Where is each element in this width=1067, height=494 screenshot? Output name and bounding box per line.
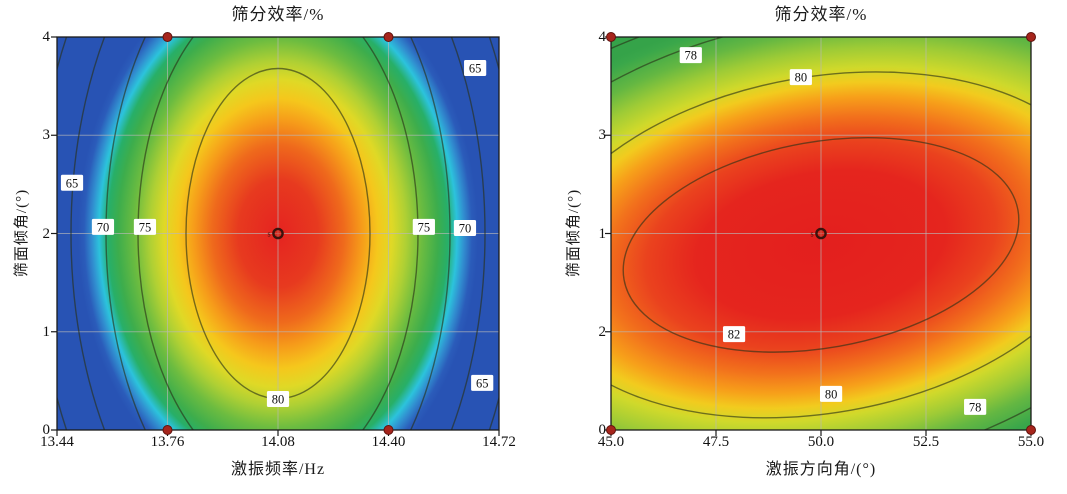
contour-label-chip [464,60,487,77]
contour-label-chip [133,218,157,235]
y-tick-label: 3 [42,127,51,144]
contour-line-65 [70,37,486,430]
x-tick-label: 14.72 [482,434,516,450]
contour-label-chip [722,326,746,343]
x-tick-label: 14.08 [261,434,295,450]
design-point-dot [162,425,173,435]
x-axis-title: 激振方向角/(°) [765,461,877,478]
page-title: 筛分效率/% [774,5,868,24]
contour-label: 75 [418,220,431,234]
contour-label-chip [819,385,843,402]
contour-label-chip [412,218,435,235]
x-tick-label: 13.76 [150,434,185,450]
contour-label-chip [964,398,987,415]
contour-label: 82 [728,328,741,342]
page-title: 筛分效率/% [231,5,325,24]
y-tick-label: 2 [42,225,51,242]
design-point-dot [606,32,616,42]
contour-label: 65 [476,376,489,390]
y-tick-label: 2 [598,323,607,340]
optimum-marker [272,227,284,240]
contour-label-chip [266,390,290,407]
design-point-dot [606,425,616,435]
y-tick-label: 3 [598,127,607,144]
y-tick-label: 4 [598,29,607,45]
design-point-dot [383,32,394,42]
x-tick-label: 14.40 [371,434,406,450]
contour-label: 78 [685,49,698,63]
design-point-dot [1026,425,1036,435]
contour-label: 80 [272,392,285,406]
contour-label: 78 [969,400,982,414]
contour-label: 70 [97,220,110,234]
y-tick-label: 1 [598,225,607,242]
optimum-marker [815,227,827,240]
contour-label: 75 [139,220,152,234]
y-tick-label: 4 [42,29,51,45]
contour-label: 80 [795,71,808,85]
x-axis-title: 激振频率/Hz [230,461,326,478]
y-tick-label: 0 [598,422,607,438]
x-tick-label: 47.5 [702,434,730,450]
contour-label-chip [789,69,812,86]
contour-label: 80 [825,387,838,401]
y-tick-label: 0 [42,422,51,438]
contour-label-chip [471,374,494,391]
contour-label-chip [679,47,702,64]
contour-label-chip [60,174,84,191]
design-point-dot [162,32,173,42]
design-point-dot [383,425,394,435]
design-point-dot [1026,32,1036,42]
x-tick-label: 13.44 [40,434,74,450]
x-tick-label: 55.0 [1017,434,1045,450]
contour-label: 70 [459,221,472,235]
contour-line-82 [622,136,1020,353]
optimum-marker-tag: s [810,230,813,239]
contour-label-chip [91,218,115,235]
contour-label: 65 [469,62,482,76]
x-tick-label: 50.0 [807,434,835,450]
contour-label: 65 [66,176,79,190]
y-tick-label: 1 [42,323,51,340]
x-tick-label: 52.5 [912,434,940,450]
contour-label-chip [453,219,477,236]
x-tick-label: 45.0 [597,434,625,450]
optimum-marker-tag: s [267,230,270,239]
